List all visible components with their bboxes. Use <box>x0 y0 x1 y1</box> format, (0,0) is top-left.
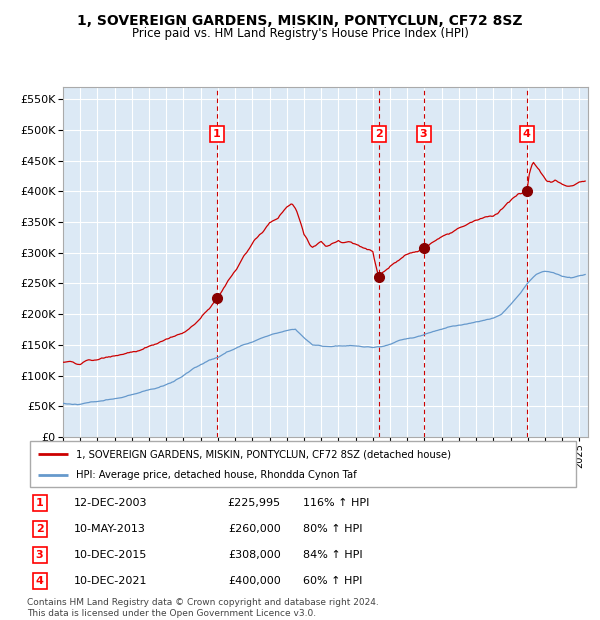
Text: Price paid vs. HM Land Registry's House Price Index (HPI): Price paid vs. HM Land Registry's House … <box>131 27 469 40</box>
Text: £400,000: £400,000 <box>228 576 281 586</box>
Text: 3: 3 <box>420 129 427 139</box>
Text: Contains HM Land Registry data © Crown copyright and database right 2024.
This d: Contains HM Land Registry data © Crown c… <box>27 598 379 618</box>
Text: 60% ↑ HPI: 60% ↑ HPI <box>303 576 362 586</box>
Text: £225,995: £225,995 <box>227 498 281 508</box>
Text: HPI: Average price, detached house, Rhondda Cynon Taf: HPI: Average price, detached house, Rhon… <box>76 470 357 480</box>
Text: 10-DEC-2015: 10-DEC-2015 <box>74 550 148 560</box>
Text: 80% ↑ HPI: 80% ↑ HPI <box>303 524 362 534</box>
Text: 4: 4 <box>523 129 531 139</box>
Text: 10-MAY-2013: 10-MAY-2013 <box>74 524 146 534</box>
Text: 1: 1 <box>36 498 43 508</box>
Text: 10-DEC-2021: 10-DEC-2021 <box>74 576 148 586</box>
Text: 1, SOVEREIGN GARDENS, MISKIN, PONTYCLUN, CF72 8SZ: 1, SOVEREIGN GARDENS, MISKIN, PONTYCLUN,… <box>77 14 523 28</box>
Text: 2: 2 <box>36 524 43 534</box>
FancyBboxPatch shape <box>30 441 576 487</box>
Text: £260,000: £260,000 <box>228 524 281 534</box>
Text: 84% ↑ HPI: 84% ↑ HPI <box>303 550 362 560</box>
Text: 116% ↑ HPI: 116% ↑ HPI <box>303 498 370 508</box>
Text: £308,000: £308,000 <box>228 550 281 560</box>
Text: 4: 4 <box>35 576 44 586</box>
Text: 2: 2 <box>375 129 383 139</box>
Text: 1: 1 <box>213 129 221 139</box>
Text: 1, SOVEREIGN GARDENS, MISKIN, PONTYCLUN, CF72 8SZ (detached house): 1, SOVEREIGN GARDENS, MISKIN, PONTYCLUN,… <box>76 449 451 459</box>
Text: 12-DEC-2003: 12-DEC-2003 <box>74 498 148 508</box>
Text: 3: 3 <box>36 550 43 560</box>
